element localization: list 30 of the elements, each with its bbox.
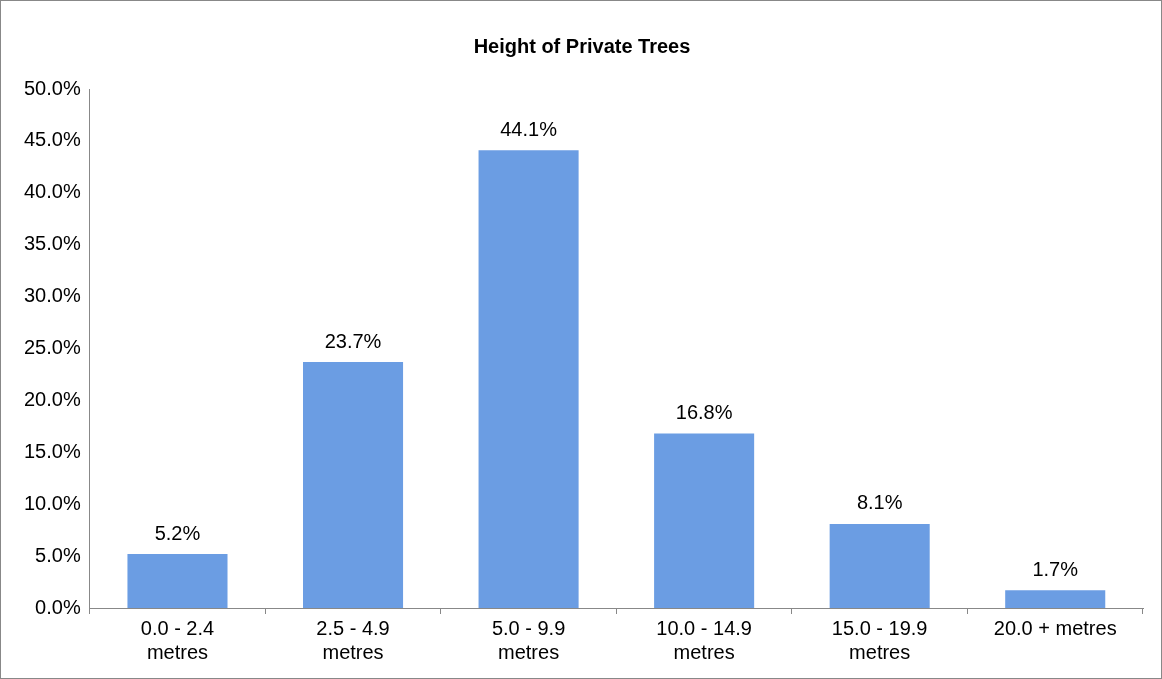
bar [829, 523, 930, 608]
y-tick-label: 35.0% [23, 232, 81, 255]
y-tick-label: 0.0% [35, 595, 81, 618]
y-tick-label: 5.0% [35, 543, 81, 566]
bar [478, 150, 579, 608]
x-tick-label: 5.0 - 9.9 metres [491, 616, 566, 663]
y-tick-label: 30.0% [23, 284, 81, 307]
bar [303, 361, 404, 608]
data-label: 44.1% [500, 117, 558, 140]
bar [1005, 590, 1106, 608]
x-tick-label: 0.0 - 2.4 metres [140, 616, 215, 663]
data-label: 5.2% [154, 521, 201, 544]
y-tick-label: 20.0% [23, 387, 81, 410]
y-tick-label: 45.0% [23, 128, 81, 151]
x-tick-label: 20.0 + metres [993, 616, 1117, 639]
chart-title: Height of Private Trees [473, 34, 691, 57]
y-tick-label: 25.0% [23, 336, 81, 359]
x-tick-label: 10.0 - 14.9 metres [656, 616, 752, 663]
y-tick-label: 10.0% [23, 491, 81, 514]
x-tick-label: 15.0 - 19.9 metres [831, 616, 928, 663]
bar [127, 554, 228, 608]
y-tick-label: 15.0% [23, 439, 81, 462]
bar [654, 433, 755, 608]
data-label: 23.7% [324, 329, 382, 352]
data-label: 8.1% [856, 491, 903, 514]
y-tick-label: 40.0% [23, 180, 81, 203]
x-tick-label: 2.5 - 4.9 metres [316, 616, 390, 663]
data-label: 1.7% [1032, 557, 1079, 580]
y-tick-label: 50.0% [23, 76, 81, 99]
data-label: 16.8% [675, 401, 733, 424]
